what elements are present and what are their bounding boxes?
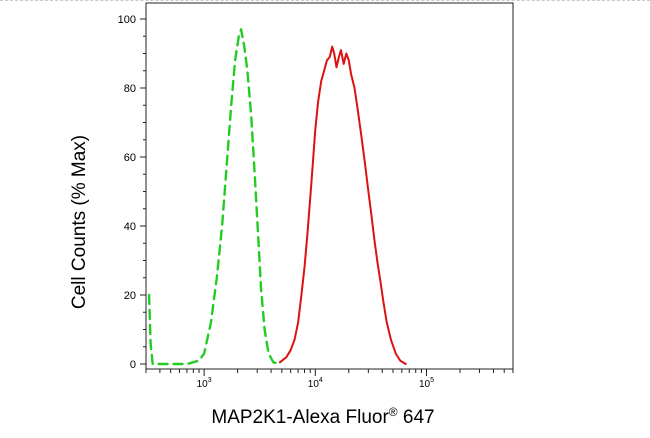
x-tick-label: 103 — [197, 377, 212, 390]
y-tick-label: 20 — [124, 290, 136, 302]
top-border — [0, 0, 650, 1]
x-tick-base: 10 — [308, 379, 320, 390]
x-tick-exponent: 3 — [208, 377, 212, 384]
x-axis-label-text: MAP2K1-Alexa Fluor — [211, 407, 389, 428]
registered-mark: ® — [389, 405, 398, 419]
y-axis-ticks: 0 20 40 60 80 100 — [118, 14, 146, 371]
y-tick-label: 80 — [124, 83, 136, 95]
x-tick-label: 104 — [308, 377, 323, 390]
x-tick-label: 105 — [419, 377, 434, 390]
x-tick-base: 10 — [197, 379, 209, 390]
x-tick-base: 10 — [419, 379, 431, 390]
plot-frame — [145, 2, 514, 370]
series-layer — [147, 28, 407, 366]
x-axis-label-suffix: 647 — [398, 407, 435, 428]
x-axis-ticks: 103 104 105 — [145, 369, 514, 390]
x-axis-label: MAP2K1-Alexa Fluor® 647 — [211, 405, 434, 428]
y-tick-label: 40 — [124, 221, 136, 233]
y-tick-label: 0 — [130, 359, 136, 371]
y-tick-label: 100 — [118, 14, 136, 26]
x-tick-exponent: 4 — [319, 377, 323, 384]
series-line-dashed-green — [147, 28, 282, 366]
y-tick-label: 60 — [124, 152, 136, 164]
x-tick-exponent: 5 — [430, 377, 434, 384]
series-line-solid-red — [278, 45, 407, 365]
y-axis-label: Cell Counts (% Max) — [69, 135, 90, 309]
